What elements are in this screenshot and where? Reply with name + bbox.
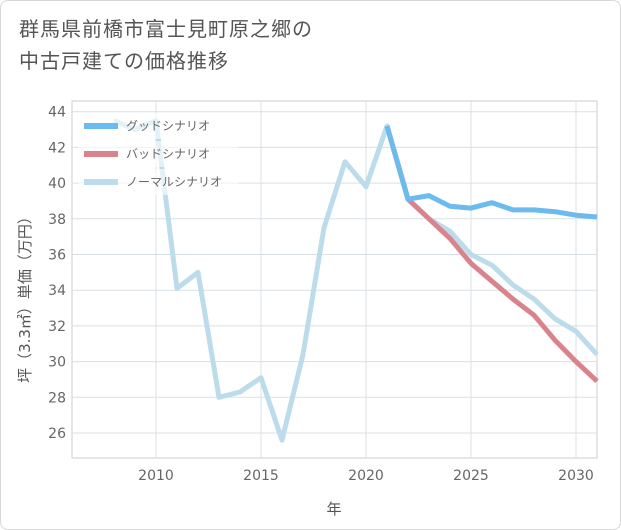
series-line xyxy=(384,125,599,384)
y-tick-label: 40 xyxy=(48,176,66,192)
y-axis-title: 坪（3.3㎡）単価（万円） xyxy=(16,209,34,383)
y-tick-label: 36 xyxy=(48,248,66,264)
legend-label: グッドシナリオ xyxy=(126,119,210,133)
chart-title-line-1: 群馬県前橋市富士見町原之郷の xyxy=(19,17,313,41)
chart-title-line-2: 中古戸建ての価格推移 xyxy=(19,49,229,73)
chart-title: 群馬県前橋市富士見町原之郷の 中古戸建ての価格推移 xyxy=(19,13,313,77)
y-tick-label: 42 xyxy=(48,140,66,156)
x-axis-title: 年 xyxy=(326,500,341,518)
y-tick-label: 44 xyxy=(48,105,66,121)
x-tick-label: 2010 xyxy=(138,468,174,484)
tick-labels: 26 28 30 32 34 36 38 40 42 44 2010 2015 2020 2025 2030 xyxy=(48,105,594,484)
series-line xyxy=(384,125,598,220)
y-tick-label: 34 xyxy=(48,283,66,299)
y-tick-label: 38 xyxy=(48,212,66,228)
y-tick-label: 30 xyxy=(48,355,66,371)
y-tick-label: 28 xyxy=(48,390,66,406)
y-tick-label: 26 xyxy=(48,426,66,442)
x-tick-label: 2015 xyxy=(243,468,279,484)
y-tick-label: 32 xyxy=(48,319,66,335)
series-line xyxy=(113,118,599,443)
x-tick-label: 2025 xyxy=(453,468,489,484)
x-tick-label: 2030 xyxy=(558,468,594,484)
legend-label: ノーマルシナリオ xyxy=(126,175,222,189)
x-tick-label: 2020 xyxy=(348,468,384,484)
series-lines xyxy=(113,118,599,443)
legend-label: バッドシナリオ xyxy=(126,147,210,161)
